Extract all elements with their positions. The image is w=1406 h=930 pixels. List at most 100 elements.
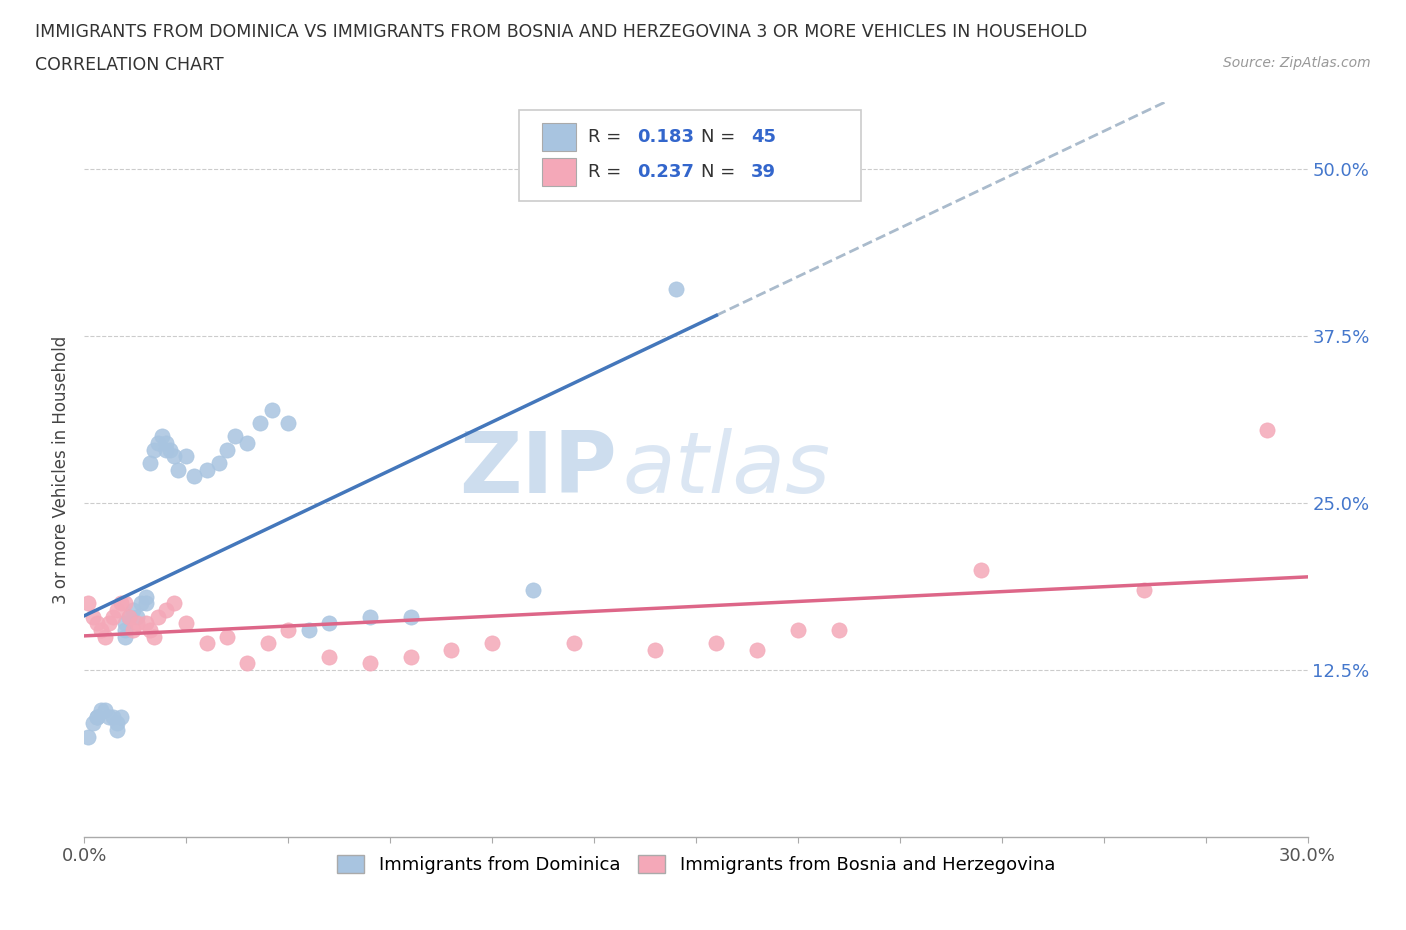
Point — [90, 622, 112, 637]
Point — [122, 603, 145, 618]
Point — [135, 616, 157, 631]
Point — [155, 435, 177, 450]
Point — [1133, 582, 1156, 597]
FancyBboxPatch shape — [519, 110, 860, 202]
Point — [90, 703, 112, 718]
Point — [644, 643, 666, 658]
Point — [82, 609, 104, 624]
Point — [155, 603, 177, 618]
Point — [135, 589, 157, 604]
Point — [217, 442, 239, 457]
Point — [97, 616, 120, 631]
Point — [110, 596, 132, 611]
Text: 0.183: 0.183 — [637, 127, 695, 146]
Point — [249, 416, 271, 431]
Point — [131, 596, 153, 611]
Text: CORRELATION CHART: CORRELATION CHART — [35, 56, 224, 73]
Point — [217, 630, 239, 644]
Point — [150, 429, 173, 444]
Point — [440, 643, 463, 658]
Point — [260, 402, 283, 417]
Point — [122, 622, 145, 637]
Point — [114, 596, 136, 611]
Point — [101, 609, 124, 624]
FancyBboxPatch shape — [541, 123, 576, 151]
Text: R =: R = — [588, 127, 627, 146]
Legend: Immigrants from Dominica, Immigrants from Bosnia and Herzegovina: Immigrants from Dominica, Immigrants fro… — [328, 845, 1064, 883]
Text: IMMIGRANTS FROM DOMINICA VS IMMIGRANTS FROM BOSNIA AND HERZEGOVINA 3 OR MORE VEH: IMMIGRANTS FROM DOMINICA VS IMMIGRANTS F… — [35, 23, 1087, 41]
Point — [298, 622, 321, 637]
Text: 45: 45 — [751, 127, 776, 146]
Point — [236, 435, 259, 450]
Point — [747, 643, 769, 658]
Point — [359, 609, 381, 624]
Point — [224, 429, 246, 444]
Point — [138, 456, 160, 471]
Point — [105, 603, 128, 618]
Point — [97, 710, 120, 724]
Point — [706, 636, 728, 651]
Point — [318, 649, 340, 664]
Text: 0.237: 0.237 — [637, 163, 695, 181]
FancyBboxPatch shape — [541, 158, 576, 186]
Point — [127, 616, 149, 631]
Point — [77, 596, 100, 611]
Point — [118, 609, 141, 624]
Point — [127, 609, 149, 624]
Point — [146, 609, 169, 624]
Point — [318, 616, 340, 631]
Text: 39: 39 — [751, 163, 776, 181]
Point — [105, 716, 128, 731]
Point — [101, 710, 124, 724]
Point — [522, 582, 544, 597]
Point — [114, 630, 136, 644]
Point — [399, 609, 422, 624]
Point — [665, 282, 688, 297]
Point — [1256, 422, 1278, 437]
Point — [481, 636, 503, 651]
Point — [105, 723, 128, 737]
Point — [257, 636, 280, 651]
Point — [277, 416, 299, 431]
Point — [110, 710, 132, 724]
Point — [93, 630, 115, 644]
Text: R =: R = — [588, 163, 627, 181]
Point — [359, 656, 381, 671]
Point — [208, 456, 231, 471]
Point — [183, 469, 205, 484]
Point — [163, 449, 186, 464]
Point — [828, 622, 851, 637]
Point — [159, 442, 181, 457]
Point — [82, 716, 104, 731]
Point — [155, 442, 177, 457]
Text: atlas: atlas — [623, 428, 831, 512]
Y-axis label: 3 or more Vehicles in Household: 3 or more Vehicles in Household — [52, 336, 70, 604]
Text: ZIP: ZIP — [458, 428, 616, 512]
Point — [174, 616, 197, 631]
Point — [174, 449, 197, 464]
Point — [195, 636, 218, 651]
Point — [970, 563, 993, 578]
Point — [93, 703, 115, 718]
Point — [114, 616, 136, 631]
Point — [195, 462, 218, 477]
Point — [86, 710, 108, 724]
Point — [399, 649, 422, 664]
Point — [277, 622, 299, 637]
Point — [138, 622, 160, 637]
Point — [562, 636, 585, 651]
Point — [236, 656, 259, 671]
Text: N =: N = — [700, 127, 741, 146]
Point — [86, 710, 108, 724]
Point — [142, 442, 165, 457]
Text: Source: ZipAtlas.com: Source: ZipAtlas.com — [1223, 56, 1371, 70]
Point — [77, 729, 100, 744]
Point — [167, 462, 190, 477]
Point — [114, 622, 136, 637]
Point — [142, 630, 165, 644]
Point — [118, 609, 141, 624]
Point — [146, 435, 169, 450]
Point — [787, 622, 810, 637]
Point — [86, 616, 108, 631]
Point — [163, 596, 186, 611]
